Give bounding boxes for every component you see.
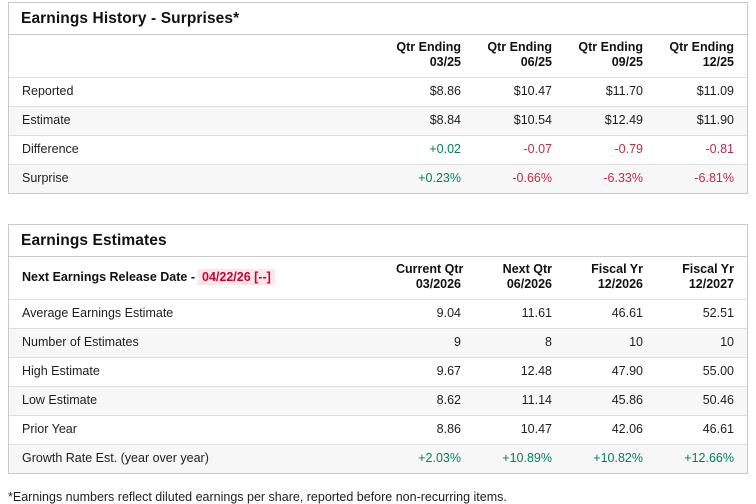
cell-value: $11.90 xyxy=(696,113,734,127)
earnings-estimates-panel: Earnings Estimates Next Earnings Release… xyxy=(8,224,748,474)
cell-value: 8.62 xyxy=(436,393,461,407)
column-header: Qtr Ending 09/25 xyxy=(578,40,643,69)
earnings-estimates-title: Earnings Estimates xyxy=(9,225,747,257)
cell-value: 55.00 xyxy=(702,364,734,378)
earnings-footnote: *Earnings numbers reflect diluted earnin… xyxy=(8,490,507,504)
cell-value: -0.66% xyxy=(512,171,552,185)
table-row: Prior Year 8.86 10.47 42.06 46.61 xyxy=(9,415,747,445)
cell-value: +10.82% xyxy=(593,451,643,465)
column-header: Qtr Ending 03/25 xyxy=(396,40,461,69)
cell-value: $10.47 xyxy=(513,84,552,98)
earnings-history-header-spacer xyxy=(9,35,383,78)
table-row: Growth Rate Est. (year over year) +2.03% +… xyxy=(9,444,747,473)
cell-value: 11.61 xyxy=(521,306,552,320)
row-label: Estimate xyxy=(22,113,71,127)
cell-value: -0.79 xyxy=(614,142,644,156)
table-row: Estimate $8.84 $10.54 $12.49 $11.90 xyxy=(9,106,747,136)
cell-value: 10 xyxy=(629,335,643,349)
cell-value: +10.89% xyxy=(502,451,552,465)
cell-value: +0.23% xyxy=(418,171,461,185)
cell-value: 46.61 xyxy=(611,306,643,320)
cell-value: 10.47 xyxy=(520,422,552,436)
cell-value: 10 xyxy=(720,335,734,349)
cell-value: 50.46 xyxy=(702,393,734,407)
cell-value: $12.49 xyxy=(604,113,643,127)
cell-value: 9 xyxy=(454,335,461,349)
next-earnings-release-date: 04/22/26 [--] xyxy=(198,268,275,285)
cell-value: 11.14 xyxy=(521,393,552,407)
row-label: Low Estimate xyxy=(22,393,98,407)
earnings-estimates-table: Next Earnings Release Date -04/22/26 [--… xyxy=(9,257,747,473)
column-header: Current Qtr 03/2026 xyxy=(396,262,464,291)
cell-value: -6.81% xyxy=(694,171,734,185)
table-row: Difference +0.02 -0.07 -0.79 -0.81 xyxy=(9,135,747,165)
row-label: Number of Estimates xyxy=(22,335,139,349)
cell-value: 42.06 xyxy=(611,422,643,436)
row-label: Prior Year xyxy=(22,422,77,436)
cell-value: +2.03% xyxy=(418,451,461,465)
cell-value: 47.90 xyxy=(611,364,643,378)
cell-value: -0.81 xyxy=(705,142,735,156)
earnings-history-header-row: Qtr Ending 03/25 Qtr Ending 06/25 Qtr Ending… xyxy=(9,35,747,78)
cell-value: 8.86 xyxy=(436,422,461,436)
table-row: Low Estimate 8.62 11.14 45.86 50.46 xyxy=(9,386,747,416)
column-header: Fiscal Yr 12/2027 xyxy=(682,262,734,291)
cell-value: 45.86 xyxy=(611,393,643,407)
cell-value: 12.48 xyxy=(520,364,552,378)
row-label: Average Earnings Estimate xyxy=(22,306,174,320)
earnings-history-table: Qtr Ending 03/25 Qtr Ending 06/25 Qtr Ending… xyxy=(9,35,747,193)
cell-value: -0.07 xyxy=(523,142,553,156)
cell-value: 8 xyxy=(545,335,552,349)
row-label: Growth Rate Est. (year over year) xyxy=(22,451,209,465)
row-label: Difference xyxy=(22,142,79,156)
next-earnings-release-label: Next Earnings Release Date - xyxy=(22,269,195,284)
earnings-history-body: Reported $8.86 $10.47 $11.70 $11.09 Estimate $… xyxy=(9,77,747,193)
row-label: Surprise xyxy=(22,171,69,185)
row-label: High Estimate xyxy=(22,364,100,378)
earnings-history-title: Earnings History - Surprises* xyxy=(9,3,747,35)
cell-value: $8.86 xyxy=(429,84,461,98)
column-header: Qtr Ending 06/25 xyxy=(487,40,552,69)
table-row: Average Earnings Estimate 9.04 11.61 46.61 5… xyxy=(9,299,747,329)
table-row: Number of Estimates 9 8 10 10 xyxy=(9,328,747,358)
cell-value: +12.66% xyxy=(684,451,734,465)
cell-value: 46.61 xyxy=(702,422,734,436)
table-row: High Estimate 9.67 12.48 47.90 55.00 xyxy=(9,357,747,387)
table-row: Reported $8.86 $10.47 $11.70 $11.09 xyxy=(9,77,747,107)
cell-value: +0.02 xyxy=(429,142,461,156)
column-header: Next Qtr 06/2026 xyxy=(502,262,552,291)
cell-value: $10.54 xyxy=(513,113,552,127)
column-header: Fiscal Yr 12/2026 xyxy=(591,262,643,291)
cell-value: 9.04 xyxy=(436,306,461,320)
earnings-estimates-body: Average Earnings Estimate 9.04 11.61 46.61 5… xyxy=(9,299,747,473)
cell-value: -6.33% xyxy=(603,171,643,185)
earnings-estimates-header-row: Next Earnings Release Date -04/22/26 [--… xyxy=(9,257,747,300)
column-header: Qtr Ending 12/25 xyxy=(669,40,734,69)
earnings-history-panel: Earnings History - Surprises* Qtr Ending… xyxy=(8,2,748,194)
row-label: Reported xyxy=(22,84,74,98)
cell-value: $11.09 xyxy=(696,84,734,98)
table-row: Surprise +0.23% -0.66% -6.33% -6.81% xyxy=(9,164,747,193)
cell-value: 9.67 xyxy=(436,364,461,378)
cell-value: $8.84 xyxy=(429,113,461,127)
next-earnings-release: Next Earnings Release Date -04/22/26 [--… xyxy=(9,257,383,300)
cell-value: $11.70 xyxy=(605,84,643,98)
cell-value: 52.51 xyxy=(702,306,734,320)
